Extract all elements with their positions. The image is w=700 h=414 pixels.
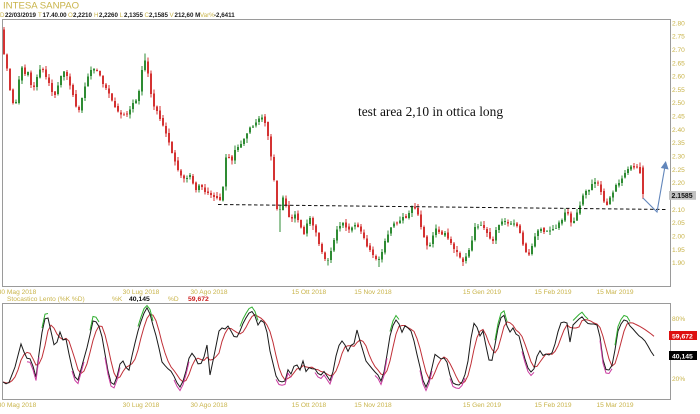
svg-text:1.95: 1.95: [672, 247, 685, 254]
svg-text:2,2210: 2,2210: [73, 12, 92, 19]
svg-text:80%: 80%: [672, 316, 685, 323]
svg-text:2.70: 2.70: [672, 47, 685, 54]
svg-text:15 Ott 2018: 15 Ott 2018: [292, 402, 327, 409]
svg-text:2.55: 2.55: [672, 87, 685, 94]
svg-text:15 Mar 2019: 15 Mar 2019: [596, 402, 633, 409]
svg-text:30 Lug 2018: 30 Lug 2018: [123, 402, 160, 409]
svg-text:O: O: [68, 12, 73, 19]
svg-text:2.35: 2.35: [672, 140, 685, 147]
svg-text:2.20: 2.20: [672, 180, 685, 187]
svg-text:2,2260: 2,2260: [99, 12, 118, 19]
svg-text:2.00: 2.00: [672, 234, 685, 241]
svg-text:2.50: 2.50: [672, 100, 685, 107]
svg-text:15 Gen 2019: 15 Gen 2019: [463, 402, 501, 409]
svg-text:2.75: 2.75: [672, 34, 685, 41]
svg-text:H: H: [94, 12, 98, 19]
svg-text:-2,6411: -2,6411: [214, 12, 235, 19]
svg-text:C: C: [145, 12, 150, 19]
svg-text:30 Mag 2018: 30 Mag 2018: [0, 402, 37, 409]
svg-text:L: L: [120, 12, 124, 19]
svg-text:2.05: 2.05: [672, 220, 685, 227]
svg-text:test area 2,10 in ottica long: test area 2,10 in ottica long: [358, 104, 503, 119]
svg-text:2.25: 2.25: [672, 167, 685, 174]
svg-text:2.60: 2.60: [672, 74, 685, 81]
svg-text:40,145: 40,145: [129, 296, 150, 303]
svg-text:15 Mar 2019: 15 Mar 2019: [596, 289, 633, 296]
svg-text:%K: %K: [112, 296, 123, 303]
svg-text:2,1585: 2,1585: [149, 12, 168, 19]
svg-text:%D: %D: [168, 296, 179, 303]
svg-text:2.30: 2.30: [672, 154, 685, 161]
svg-text:20%: 20%: [672, 376, 685, 383]
svg-text:2.65: 2.65: [672, 60, 685, 67]
svg-text:T: T: [38, 12, 42, 19]
svg-text:30 Ago 2018: 30 Ago 2018: [190, 289, 227, 296]
svg-text:15 Nov 2018: 15 Nov 2018: [354, 402, 392, 409]
svg-text:1.90: 1.90: [672, 260, 685, 267]
svg-text:30 Lug 2018: 30 Lug 2018: [123, 289, 160, 296]
svg-text:2.45: 2.45: [672, 114, 685, 121]
svg-text:Stocastico Lento (%K %D): Stocastico Lento (%K %D): [7, 296, 85, 303]
svg-text:15 Feb 2019: 15 Feb 2019: [534, 289, 571, 296]
svg-text:2,1355: 2,1355: [124, 12, 143, 19]
svg-text:15 Feb 2019: 15 Feb 2019: [534, 402, 571, 409]
svg-text:40,145: 40,145: [672, 354, 693, 361]
svg-text:59,672: 59,672: [672, 334, 693, 341]
svg-text:30 Mag 2018: 30 Mag 2018: [0, 289, 37, 296]
svg-text:212,60 M: 212,60 M: [175, 12, 201, 19]
svg-text:59,672: 59,672: [188, 296, 209, 303]
svg-text:2.40: 2.40: [672, 127, 685, 134]
svg-text:2.1585: 2.1585: [672, 193, 693, 200]
svg-text:D: D: [0, 12, 5, 19]
svg-text:Var%: Var%: [200, 12, 215, 19]
svg-text:22/03/2019: 22/03/2019: [5, 12, 37, 19]
svg-text:15 Gen 2019: 15 Gen 2019: [463, 289, 501, 296]
svg-text:2.10: 2.10: [672, 207, 685, 214]
svg-text:30 Ago 2018: 30 Ago 2018: [190, 402, 227, 409]
svg-text:V: V: [170, 12, 175, 19]
svg-text:INTESA SANPAO: INTESA SANPAO: [3, 0, 79, 11]
svg-text:15 Ott 2018: 15 Ott 2018: [292, 289, 327, 296]
svg-text:15 Nov 2018: 15 Nov 2018: [354, 289, 392, 296]
svg-text:17.40.00: 17.40.00: [43, 12, 68, 19]
svg-text:2.80: 2.80: [672, 20, 685, 27]
